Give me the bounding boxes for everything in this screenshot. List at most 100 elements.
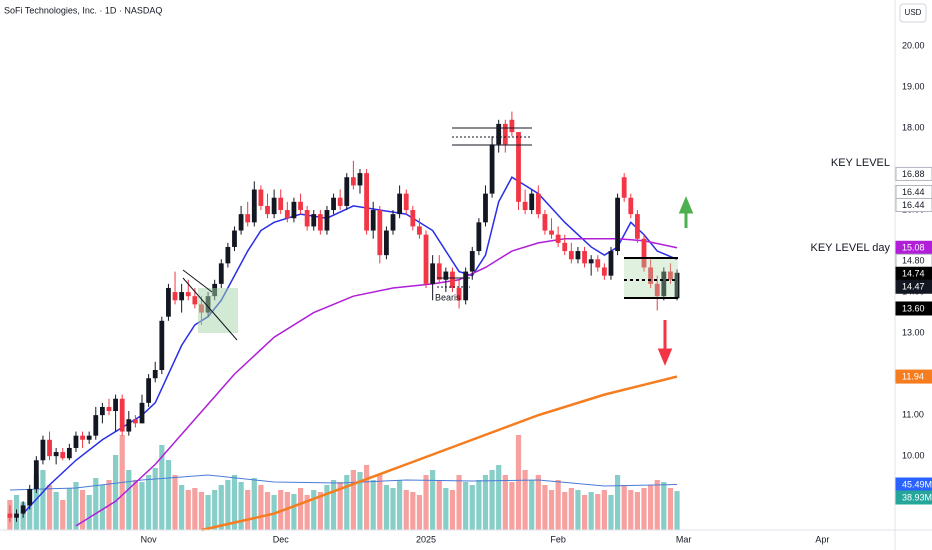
candle-body [377,210,383,256]
volume-bar [317,492,323,530]
candle-body [99,406,105,416]
volume-bar [641,488,647,530]
volume-bar [397,480,403,530]
candle-body [542,214,548,231]
candle-body [403,193,409,211]
x-tick-label: Nov [141,534,158,544]
candle-body [489,144,495,194]
volume-bar [304,495,310,530]
candle-body [641,238,647,268]
candle-body [27,488,33,506]
volume-bar [185,490,191,530]
y-tick-label: 10.00 [902,451,925,461]
volume-bar [581,495,588,530]
candle-body [33,460,39,489]
candle-body [436,263,442,280]
candle-body [73,435,79,448]
candle-body [20,505,26,514]
range-box [624,258,678,298]
volume-bar [245,490,251,530]
candle-body [456,287,462,301]
candle-body [133,419,138,424]
volume-bar [489,470,495,530]
volume-bar [126,470,132,530]
volume-bar [66,488,72,530]
volume-bar [403,490,409,530]
volume-bar [390,488,396,530]
volume-bar [496,465,502,530]
volume-bar [423,475,429,530]
candle-body [146,378,152,403]
volume-bar [522,470,528,530]
candle-body [535,193,541,215]
volume-bar [212,490,218,530]
candle-body [615,197,620,252]
volume-bar [575,490,581,530]
volume-bar [654,480,660,530]
candle-body [66,447,72,459]
candle-body [668,271,673,280]
volume-bar [449,490,456,530]
volume-bar [667,488,674,530]
candle-body [265,205,270,215]
price-badge-label: 45.49M [902,479,932,489]
price-badge [895,369,932,384]
candle-body [251,189,257,223]
volume-bar [482,475,489,530]
candle-body [317,214,323,231]
y-tick-label: 20.00 [902,40,925,50]
price-badge [895,301,932,316]
volume-bar [93,478,99,530]
pattern-box [198,288,238,333]
candle-body [139,402,145,424]
volume-bar [509,482,515,530]
volume-bar [179,485,185,530]
volume-bar [410,492,416,530]
candle-body [483,193,488,223]
candle-body [166,287,171,317]
volume-bar [363,465,370,530]
volume-bar [60,500,66,530]
volume-bar [324,485,330,530]
candle-body [179,292,185,301]
annotation: Bearis [435,292,461,302]
price-badge-label: 16.44 [902,187,925,197]
x-tick-label: Mar [676,534,692,544]
candle-body [271,197,277,215]
candle-body [258,189,264,206]
candle-body [648,267,654,284]
volume-bar [165,460,172,530]
candle-body [364,173,369,231]
volume-bar [99,485,105,530]
volume-bar [251,478,257,530]
volume-bar [614,475,621,530]
volume-bar [330,480,337,530]
volume-bar [258,485,264,530]
candle-body [126,419,132,432]
candle-body [661,271,667,297]
currency-box [899,3,927,23]
candle-body [159,320,165,371]
candle-body [370,210,376,231]
candle-body [324,210,330,231]
candle-body [113,398,118,412]
candle-body [390,214,396,231]
candle-body [350,177,356,186]
price-badge [895,166,932,181]
candle-body [232,230,237,247]
candle-body [47,439,52,457]
volume-bar [238,482,244,530]
candle-body [119,398,125,432]
candle-body [476,222,482,252]
candle-body [502,123,508,145]
volume-bar [648,485,654,530]
price-badge-label: 14.47 [902,282,925,292]
candle-body [463,271,469,301]
volume-bar [33,475,39,530]
candle-body [469,251,475,272]
volume-bar [456,475,462,530]
currency: USD [905,8,922,17]
candle-body [384,230,389,256]
x-tick-label: Feb [550,534,566,544]
volume-bar [264,492,271,530]
